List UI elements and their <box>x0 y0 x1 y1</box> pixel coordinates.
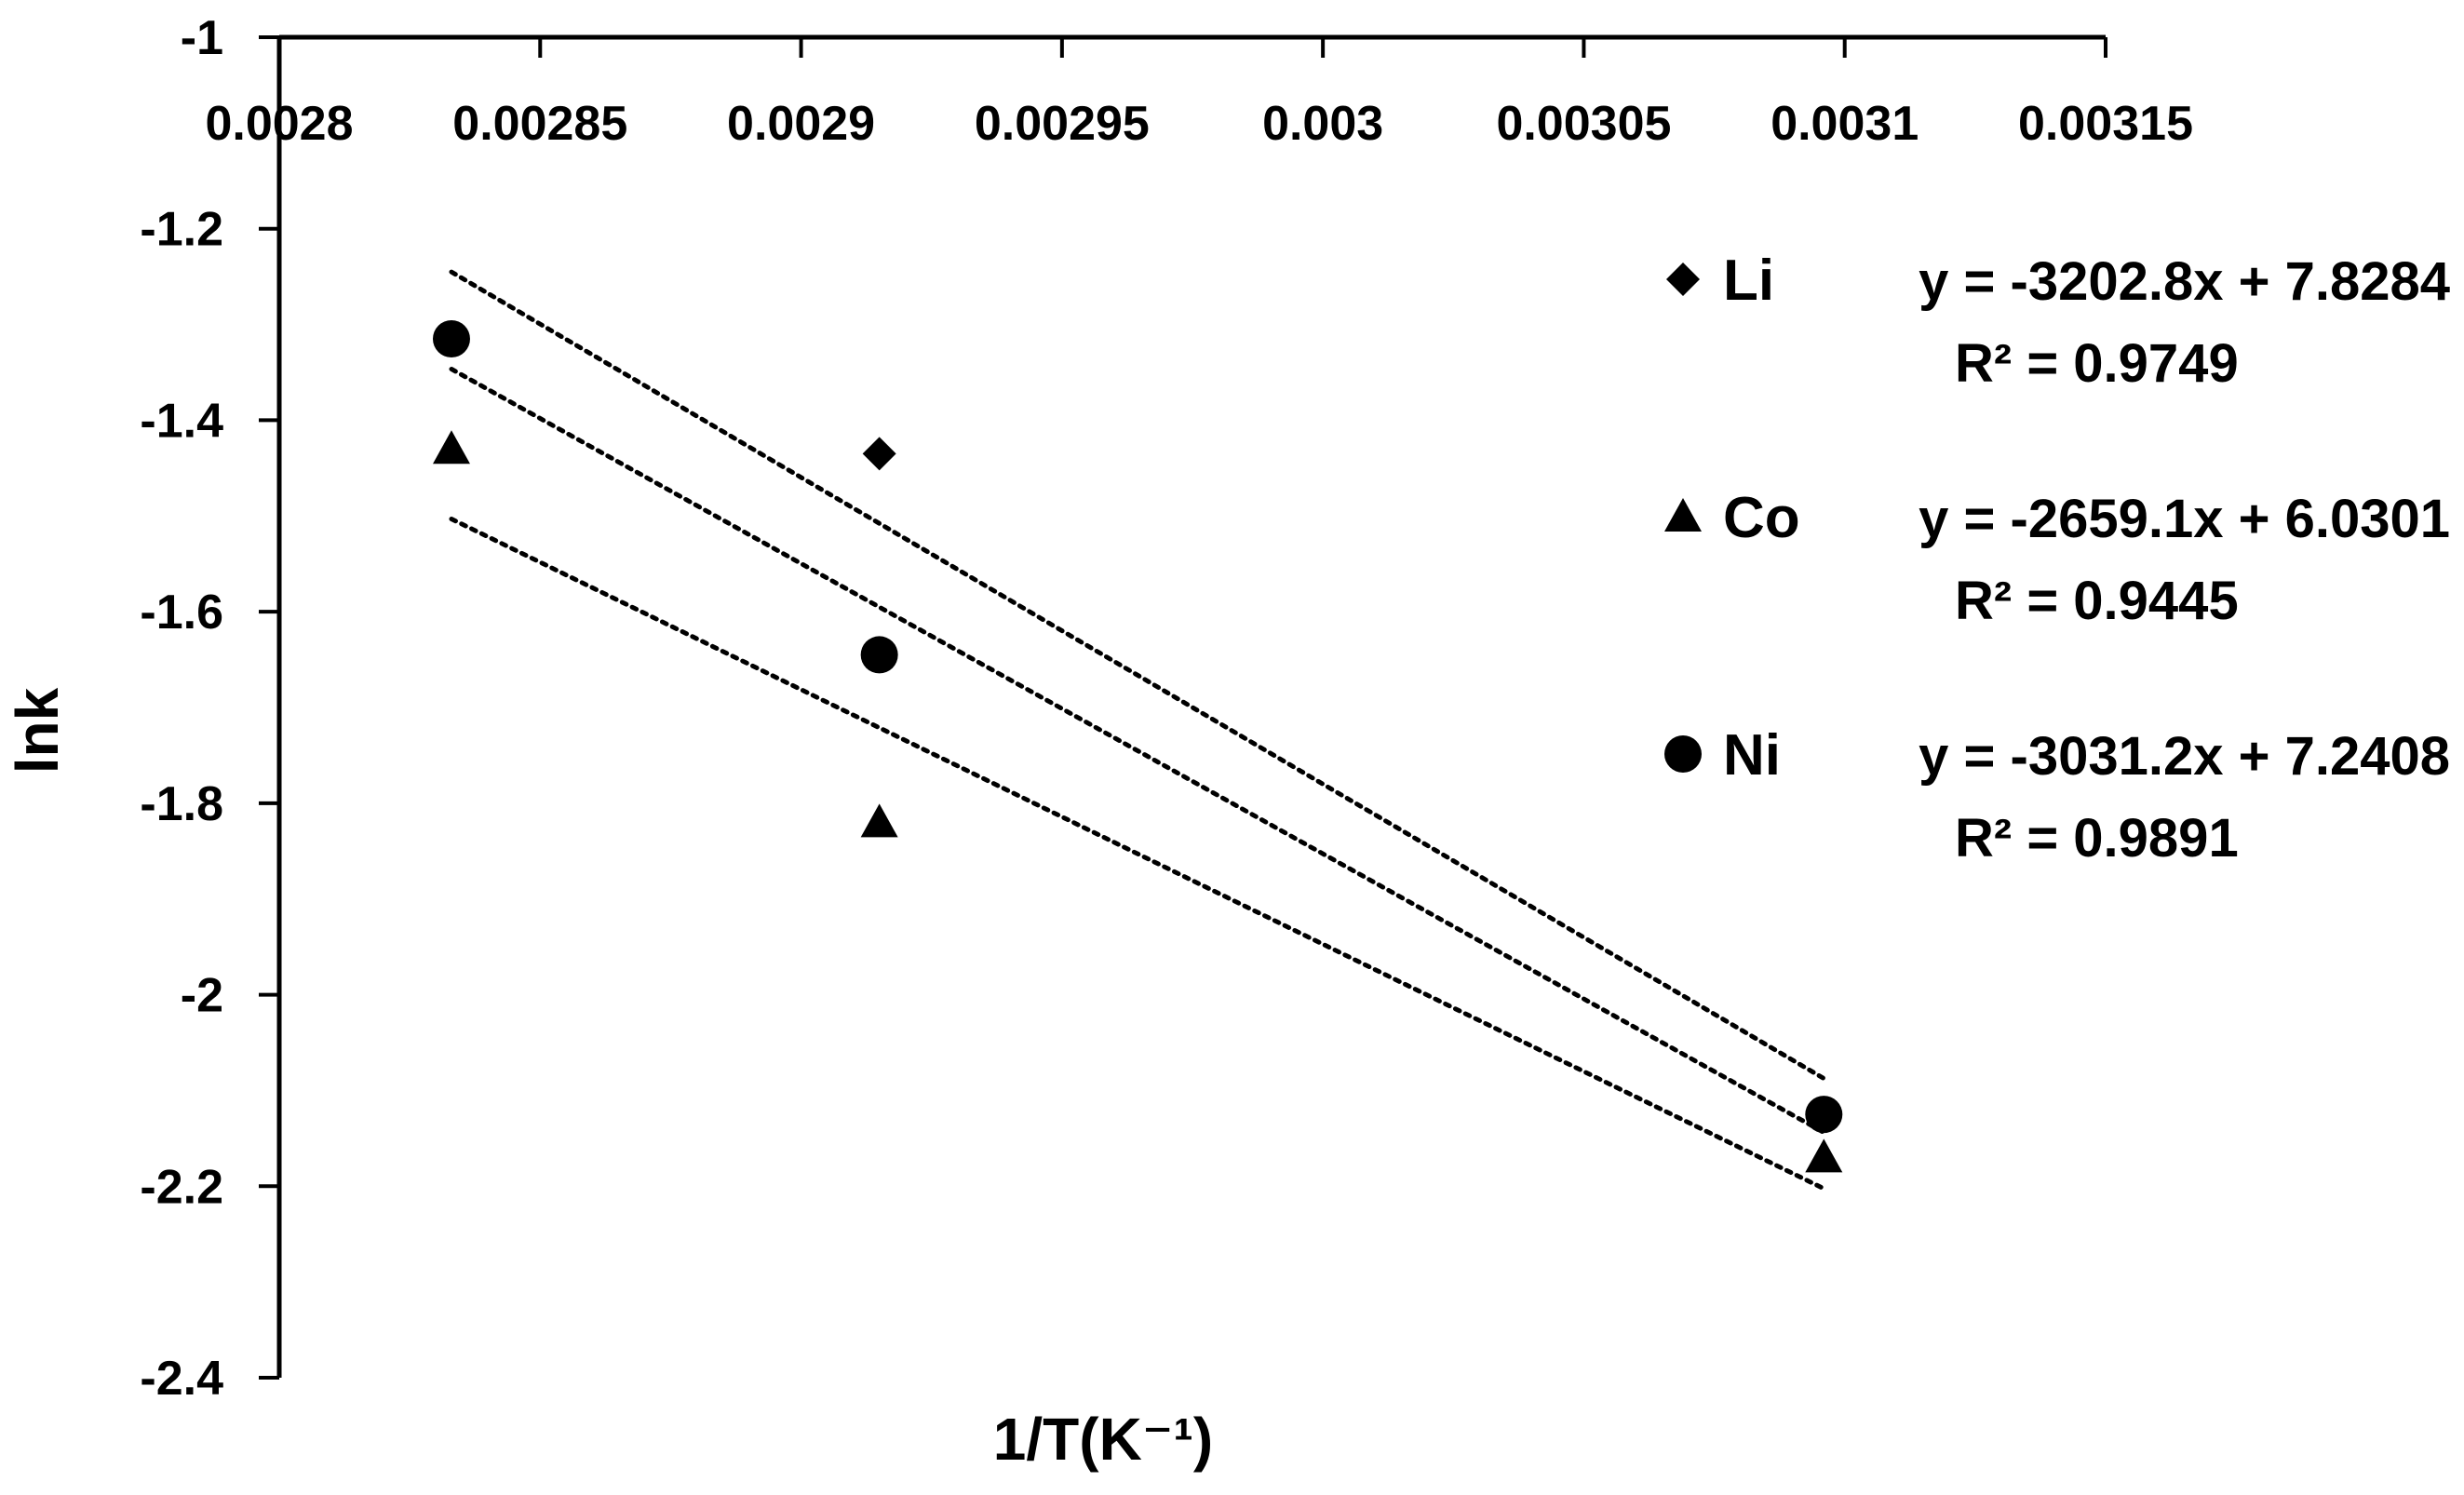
legend-marker-ni <box>1664 735 1702 773</box>
y-tick-label: -1 <box>181 11 223 65</box>
y-tick-label: -1.8 <box>140 777 223 831</box>
legend-marker-li <box>1666 263 1700 296</box>
legend-r2-co: R² = 0.9445 <box>1955 571 2239 631</box>
x-tick-label: 0.0028 <box>205 97 353 151</box>
x-tick-label: 0.00295 <box>975 97 1150 151</box>
point-co <box>860 803 898 838</box>
legend-equation-ni: y = -3031.2x + 7.2408 <box>1919 726 2450 787</box>
y-axis-title: lnk <box>4 687 71 774</box>
legend-label-co: Co <box>1723 486 1800 550</box>
y-tick-label: -1.2 <box>140 203 223 257</box>
data-points <box>432 320 1843 1173</box>
point-co <box>432 430 470 465</box>
point-ni <box>432 320 470 357</box>
y-tick-label: -2.4 <box>140 1352 223 1406</box>
legend: Li y = -3202.8x + 7.8284 R² = 0.9749 Co y = … <box>1664 249 2450 869</box>
legend-r2-li: R² = 0.9749 <box>1955 333 2239 394</box>
point-ni <box>860 636 898 674</box>
legend-equation-li: y = -3202.8x + 7.8284 <box>1919 251 2450 312</box>
legend-label-li: Li <box>1723 249 1774 313</box>
y-tick-label: -1.6 <box>140 586 223 640</box>
x-axis-title: 1/T(K⁻¹) <box>993 1406 1213 1473</box>
y-tick-label: -1.4 <box>140 394 223 448</box>
trendline-co <box>449 517 1826 1192</box>
trendline-li <box>449 269 1826 1082</box>
legend-marker-co <box>1664 498 1702 532</box>
x-tick-label: 0.003 <box>1262 97 1383 151</box>
legend-label-ni: Ni <box>1723 723 1781 788</box>
x-tick-label: 0.0031 <box>1771 97 1919 151</box>
x-tick-label: 0.00315 <box>2018 97 2193 151</box>
y-tick-label: -2 <box>181 969 223 1023</box>
axes: 0.0028 0.00285 0.0029 0.00295 0.003 0.00305 0.… <box>140 11 2193 1406</box>
legend-r2-ni: R² = 0.9891 <box>1955 808 2239 869</box>
y-tick-label: -2.2 <box>140 1160 223 1214</box>
point-co <box>1805 1138 1843 1173</box>
trendlines <box>449 269 1826 1192</box>
x-tick-label: 0.0029 <box>727 97 875 151</box>
point-ni <box>1805 1096 1843 1134</box>
point-li <box>862 437 896 471</box>
x-tick-label: 0.00285 <box>452 97 627 151</box>
legend-equation-co: y = -2659.1x + 6.0301 <box>1919 489 2450 549</box>
trendline-ni <box>449 366 1826 1135</box>
x-tick-label: 0.00305 <box>1496 97 1671 151</box>
